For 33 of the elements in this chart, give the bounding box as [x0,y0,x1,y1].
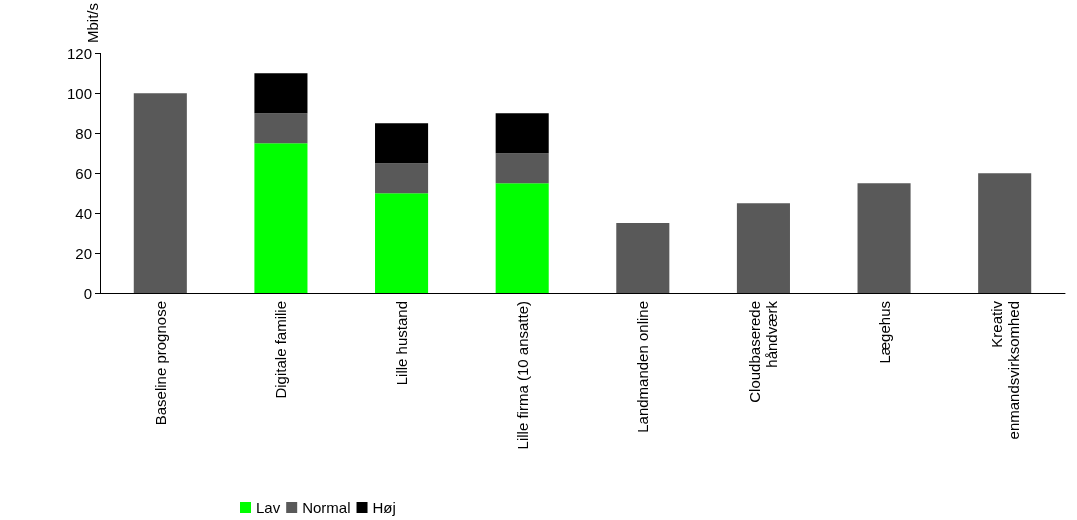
bar [495,153,549,184]
bar [133,93,187,293]
x-tick-label: Baseline prognose [151,301,169,426]
bar [254,143,308,293]
bar [495,183,549,293]
x-tick-label: Lille firma (10 ansatte) [513,301,531,450]
bar [254,113,308,144]
y-tick-label: 120 [66,44,92,62]
bar [375,123,429,164]
bar [375,193,429,293]
x-tick-label: Lægehus [875,301,893,364]
bar [375,163,429,194]
y-tick-label: 0 [83,284,92,302]
x-tick-label: Digitale familie [272,301,290,399]
bar [857,183,911,293]
y-tick-label: 80 [75,124,92,142]
y-tick-label: 100 [66,84,92,102]
bar [616,223,670,293]
x-tick-label: Landmanden online [634,301,652,433]
bar [736,203,790,293]
x-tick-label: Lille hustand [393,301,411,386]
y-tick-label: 60 [75,164,92,182]
bar [254,73,308,114]
y-axis-title: Mbit/s [84,3,101,44]
bar [978,173,1032,293]
x-tick-label: Kreativ enmandsvirksomhed [987,300,1022,440]
x-tick-label: Cloudbaserede håndværk [746,300,781,403]
bar [495,113,549,154]
y-tick-label: 20 [75,244,92,262]
legend-label: Høj [372,499,396,516]
y-tick-label: 40 [75,204,92,222]
legend-label: Normal [302,499,351,516]
legend-label: Lav [256,499,281,516]
